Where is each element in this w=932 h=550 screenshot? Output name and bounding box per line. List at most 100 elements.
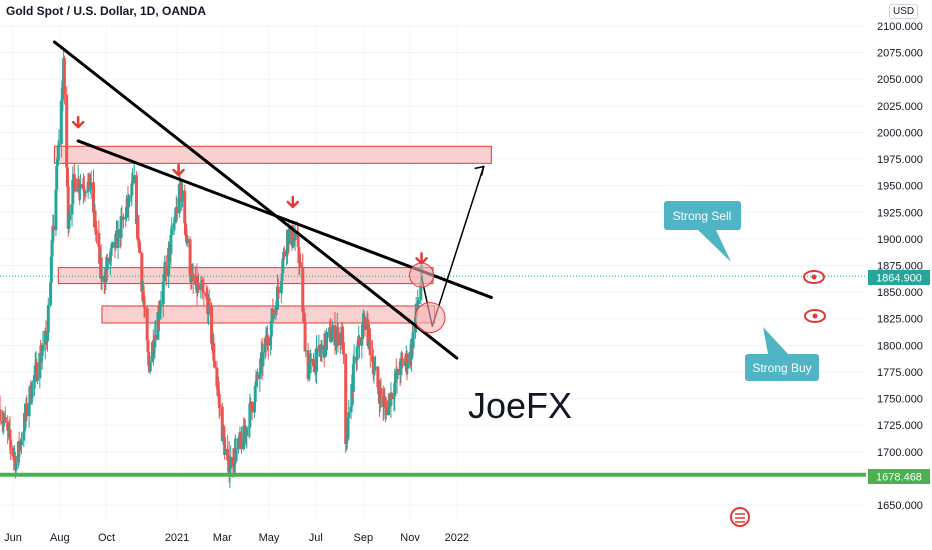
candle-body — [29, 397, 33, 402]
current-price-tag: 1864.900 — [868, 270, 930, 285]
y-tick-label: 1800.000 — [877, 340, 923, 352]
candle-body — [119, 216, 123, 238]
eye-icon — [803, 270, 825, 284]
zones — [53, 145, 492, 324]
candle-body — [392, 396, 396, 400]
candle-body — [389, 392, 393, 406]
candle-body — [164, 267, 168, 277]
candle-body — [154, 334, 158, 340]
candle-body — [22, 431, 26, 441]
candle-body — [328, 327, 332, 342]
candle-body — [186, 239, 190, 243]
candle-body — [266, 336, 270, 343]
strong-buy-box — [745, 354, 819, 381]
candle-body — [372, 370, 376, 375]
x-axis: Jun Aug Oct 2021 Mar May Jul Sep Nov 2022 — [4, 532, 469, 544]
candle-body — [371, 355, 375, 362]
support-price-tag-bg — [868, 469, 930, 484]
candle-body — [215, 367, 219, 387]
candle-body — [8, 429, 12, 441]
candle-body — [261, 352, 265, 367]
candle-body — [97, 232, 101, 247]
candle-body — [127, 195, 131, 208]
candle-body — [417, 300, 421, 305]
strong-sell-callout: Strong Sell — [664, 201, 741, 262]
candle-body — [9, 440, 13, 448]
candle-body — [309, 358, 313, 360]
candle-body — [46, 305, 50, 333]
candle-body — [110, 244, 114, 249]
candle-body — [213, 361, 217, 368]
highlight-circle — [409, 262, 435, 288]
candle-body — [291, 245, 295, 247]
candle-body — [146, 340, 150, 352]
candle-body — [6, 422, 10, 431]
candle-body — [140, 252, 144, 292]
candle-body — [148, 361, 152, 372]
candle-body — [65, 94, 69, 168]
candle-body — [54, 189, 58, 231]
candle-body — [228, 468, 232, 476]
candle-body — [414, 303, 418, 318]
candle-body — [297, 246, 301, 264]
candle-body — [61, 80, 65, 100]
candle-body — [368, 339, 372, 356]
candle-body — [156, 312, 160, 340]
candle-body — [59, 100, 63, 144]
candle-body — [378, 387, 382, 404]
candle-body — [75, 190, 79, 192]
candle-body — [0, 420, 4, 424]
candle-body — [50, 239, 54, 257]
candle-body — [349, 406, 353, 413]
candle-body — [72, 174, 76, 178]
candle-body — [320, 344, 324, 350]
candle-body — [137, 240, 141, 242]
candle-body — [280, 273, 284, 282]
current-price-tag-bg — [868, 270, 930, 285]
candle-body — [175, 207, 179, 214]
x-tick-label: Oct — [98, 532, 115, 544]
candle-body — [382, 400, 386, 407]
candle-body — [377, 387, 381, 394]
candle-body — [121, 216, 125, 220]
candle-body — [406, 364, 410, 369]
candle-body — [43, 330, 47, 345]
candle-body — [400, 358, 404, 360]
candle-body — [202, 292, 206, 294]
candle-body — [41, 344, 45, 351]
candle-body — [67, 219, 71, 229]
y-tick-label: 1650.000 — [877, 500, 923, 512]
candle-body — [88, 173, 92, 190]
candle-body — [285, 249, 289, 257]
candle-body — [298, 262, 302, 268]
zone-rect — [101, 305, 436, 324]
candle-body — [367, 328, 371, 340]
strong-sell-pointer — [698, 230, 731, 262]
candle-body — [334, 334, 338, 341]
candle-body — [95, 230, 99, 233]
candle-body — [387, 400, 391, 416]
candle-body — [216, 390, 220, 394]
candle-body — [25, 403, 29, 417]
candle-body — [130, 184, 134, 196]
candle-body — [201, 290, 205, 293]
candle-body — [82, 189, 86, 192]
candle-body — [360, 339, 364, 346]
sell-arrow-icon — [71, 115, 85, 129]
candle-body — [174, 218, 178, 220]
candle-body — [223, 448, 227, 455]
candle-body — [252, 401, 256, 413]
candle-body — [29, 386, 33, 402]
candle-body — [277, 290, 281, 293]
arrow-head — [474, 165, 485, 176]
candle-body — [2, 420, 6, 424]
candle-body — [94, 227, 98, 231]
eye-icon — [804, 309, 826, 323]
currency-badge[interactable]: USD — [889, 4, 919, 19]
candle-body — [304, 350, 308, 352]
candle-body — [27, 403, 31, 417]
candle-body — [134, 175, 138, 225]
candle-body — [218, 404, 222, 407]
candle-body — [347, 412, 351, 418]
